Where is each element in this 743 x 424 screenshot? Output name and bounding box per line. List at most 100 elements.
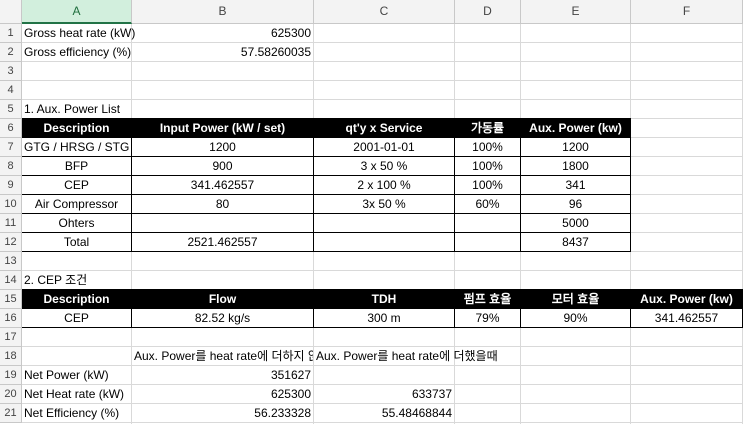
cell[interactable]: 300 m <box>367 311 401 325</box>
column-header[interactable]: F <box>631 0 743 24</box>
cell-border <box>313 156 455 176</box>
cell[interactable]: 1800 <box>562 159 589 173</box>
cell[interactable]: CEP <box>64 178 89 192</box>
grid-line <box>22 270 743 271</box>
cell[interactable]: 55.48468844 <box>381 406 452 420</box>
row-header[interactable]: 16 <box>0 309 22 328</box>
column-title[interactable]: qt'y x Service <box>314 119 454 137</box>
cell[interactable]: CEP <box>64 311 89 325</box>
cell-border <box>313 213 455 233</box>
cell[interactable]: 341.462557 <box>190 178 255 192</box>
row-header[interactable]: 10 <box>0 195 22 214</box>
cell[interactable]: 2 x 100 % <box>357 178 411 192</box>
row-header[interactable]: 6 <box>0 119 22 138</box>
column-header[interactable]: C <box>314 0 455 24</box>
cell[interactable]: 351627 <box>270 368 311 382</box>
column-header[interactable]: D <box>455 0 521 24</box>
cell[interactable]: 633737 <box>411 387 452 401</box>
column-title[interactable]: Description <box>22 290 131 308</box>
row-header[interactable]: 3 <box>0 62 22 81</box>
row-header[interactable]: 11 <box>0 214 22 233</box>
row-header[interactable]: 9 <box>0 176 22 195</box>
cell[interactable]: BFP <box>64 159 89 173</box>
cell[interactable]: 341 <box>565 178 586 192</box>
cell[interactable]: Net Heat rate (kW) <box>24 387 125 401</box>
cell[interactable]: 1200 <box>562 140 589 154</box>
cell[interactable]: 100% <box>472 159 503 173</box>
row-header[interactable]: 5 <box>0 100 22 119</box>
cell-border <box>454 194 521 214</box>
row-header[interactable]: 13 <box>0 252 22 271</box>
cell[interactable]: 100% <box>472 140 503 154</box>
cell[interactable]: Aux. Power를 heat rate에 더했을때 <box>316 349 498 363</box>
row-header[interactable]: 12 <box>0 233 22 252</box>
cell-border <box>454 137 521 157</box>
cell[interactable]: Gross heat rate (kW) <box>24 26 136 40</box>
cell[interactable]: 3 x 50 % <box>360 159 408 173</box>
column-title[interactable]: Flow <box>132 290 313 308</box>
cell[interactable]: 82.52 kg/s <box>194 311 251 325</box>
cell-border <box>131 308 314 328</box>
column-title[interactable]: 가동률 <box>455 119 520 137</box>
cell[interactable]: 100% <box>472 178 503 192</box>
cell[interactable]: Net Power (kW) <box>24 368 109 382</box>
cell[interactable]: 2001-01-01 <box>353 140 415 154</box>
cell[interactable]: Aux. Power를 heat rate에 더하지 않 <box>134 349 313 363</box>
cell-border <box>520 137 631 157</box>
column-title[interactable]: TDH <box>314 290 454 308</box>
row-header[interactable]: 19 <box>0 366 22 385</box>
row-header[interactable]: 20 <box>0 385 22 404</box>
cell[interactable]: Net Efficiency (%) <box>24 406 120 420</box>
row-header[interactable]: 8 <box>0 157 22 176</box>
row-header[interactable]: 18 <box>0 347 22 366</box>
grid-line <box>22 61 743 62</box>
cell[interactable]: 57.58260035 <box>240 45 311 59</box>
cell-border <box>520 232 631 252</box>
row-header[interactable]: 4 <box>0 81 22 100</box>
grid-line <box>22 99 743 100</box>
column-title[interactable]: Input Power (kW / set) <box>132 119 313 137</box>
cell-border <box>131 213 314 233</box>
row-header[interactable]: 17 <box>0 328 22 347</box>
row-header[interactable]: 15 <box>0 290 22 309</box>
cell[interactable]: 3x 50 % <box>362 197 406 211</box>
cell-border <box>313 194 455 214</box>
cell[interactable]: 625300 <box>270 26 311 40</box>
cell[interactable]: 80 <box>215 197 230 211</box>
cell[interactable]: 96 <box>568 197 583 211</box>
column-title[interactable]: 펌프 효율 <box>455 290 520 308</box>
cell[interactable]: 56.233328 <box>254 406 311 420</box>
cell[interactable]: 341.462557 <box>654 311 719 325</box>
column-title[interactable]: Aux. Power (kw) <box>631 290 742 308</box>
column-title[interactable]: Aux. Power (kw) <box>521 119 630 137</box>
row-header[interactable]: 14 <box>0 271 22 290</box>
cell[interactable]: 900 <box>212 159 233 173</box>
cell[interactable]: 8437 <box>562 235 589 249</box>
cell[interactable]: Gross efficiency (%) <box>24 45 132 59</box>
row-header[interactable]: 1 <box>0 24 22 43</box>
column-title[interactable]: Description <box>22 119 131 137</box>
cell[interactable]: 1200 <box>209 140 236 154</box>
cell[interactable]: 1. Aux. Power List <box>24 102 121 116</box>
cell[interactable]: Total <box>63 235 90 249</box>
column-title[interactable]: 모터 효율 <box>521 290 630 308</box>
cell[interactable]: Ohters <box>58 216 95 230</box>
cell[interactable]: 2. CEP 조건 <box>24 273 88 287</box>
cell[interactable]: 2521.462557 <box>187 235 258 249</box>
column-header[interactable]: A <box>22 0 132 24</box>
cell[interactable]: Air Compressor <box>34 197 119 211</box>
cell[interactable]: 5000 <box>562 216 589 230</box>
row-header[interactable]: 21 <box>0 404 22 423</box>
cell[interactable]: 90% <box>563 311 588 325</box>
cell-border <box>313 137 455 157</box>
column-header[interactable]: B <box>132 0 314 24</box>
cell-border <box>313 308 455 328</box>
row-header[interactable]: 7 <box>0 138 22 157</box>
cell[interactable]: 79% <box>475 311 500 325</box>
cell[interactable]: 625300 <box>270 387 311 401</box>
cell[interactable]: 60% <box>475 197 500 211</box>
cell[interactable]: GTG / HRSG / STG <box>24 140 130 154</box>
row-header[interactable]: 2 <box>0 43 22 62</box>
column-header[interactable]: E <box>521 0 631 24</box>
cell-border <box>520 194 631 214</box>
